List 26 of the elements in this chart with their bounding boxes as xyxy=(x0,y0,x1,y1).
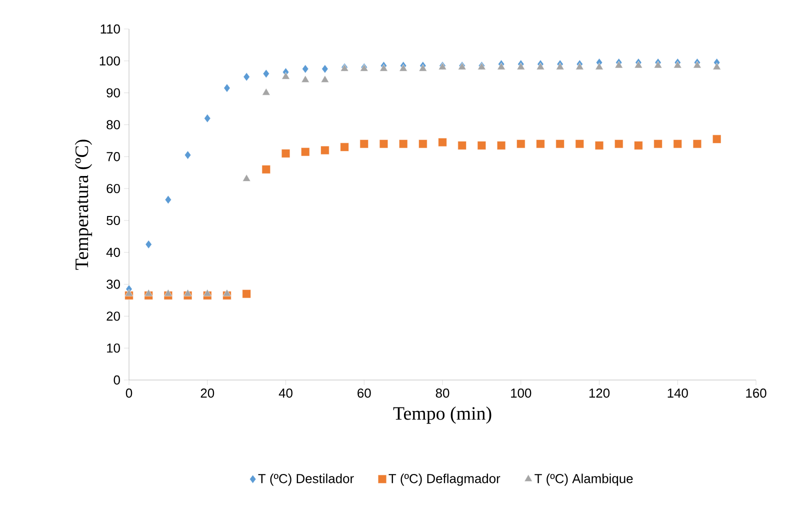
y-tick-label: 60 xyxy=(106,184,120,194)
x-tick-label: 60 xyxy=(358,388,371,398)
x-tick-label: 40 xyxy=(278,388,292,398)
y-tick-label: 0 xyxy=(114,375,120,385)
x-tick-label: 80 xyxy=(436,388,450,398)
legend-label: T (ºC) Deflagmador xyxy=(388,474,500,486)
y-tick-label: 90 xyxy=(106,88,120,98)
x-tick-label: 120 xyxy=(589,388,610,398)
x-tick-label: 20 xyxy=(200,388,214,398)
y-tick-label: 10 xyxy=(107,344,120,353)
x-tick-label: 160 xyxy=(746,388,766,398)
x-tick-label: 100 xyxy=(511,388,532,398)
y-tick-label: 70 xyxy=(106,152,120,162)
x-tick-label: 0 xyxy=(126,388,132,398)
legend-label: T (ºC) Alambique xyxy=(534,474,633,486)
x-axis-title: Tempo (min) xyxy=(393,406,492,424)
legend-label: T (ºC) Destilador xyxy=(258,474,354,486)
y-tick-label: 40 xyxy=(106,248,120,257)
y-axis-title: Temperatura (ºC) xyxy=(74,140,92,270)
y-tick-label: 30 xyxy=(106,280,120,289)
y-tick-label: 80 xyxy=(106,120,120,130)
y-tick-label: 100 xyxy=(100,56,120,66)
y-tick-label: 110 xyxy=(100,24,120,34)
y-tick-label: 50 xyxy=(106,216,120,226)
y-tick-label: 20 xyxy=(106,312,120,321)
x-tick-label: 140 xyxy=(668,388,688,398)
